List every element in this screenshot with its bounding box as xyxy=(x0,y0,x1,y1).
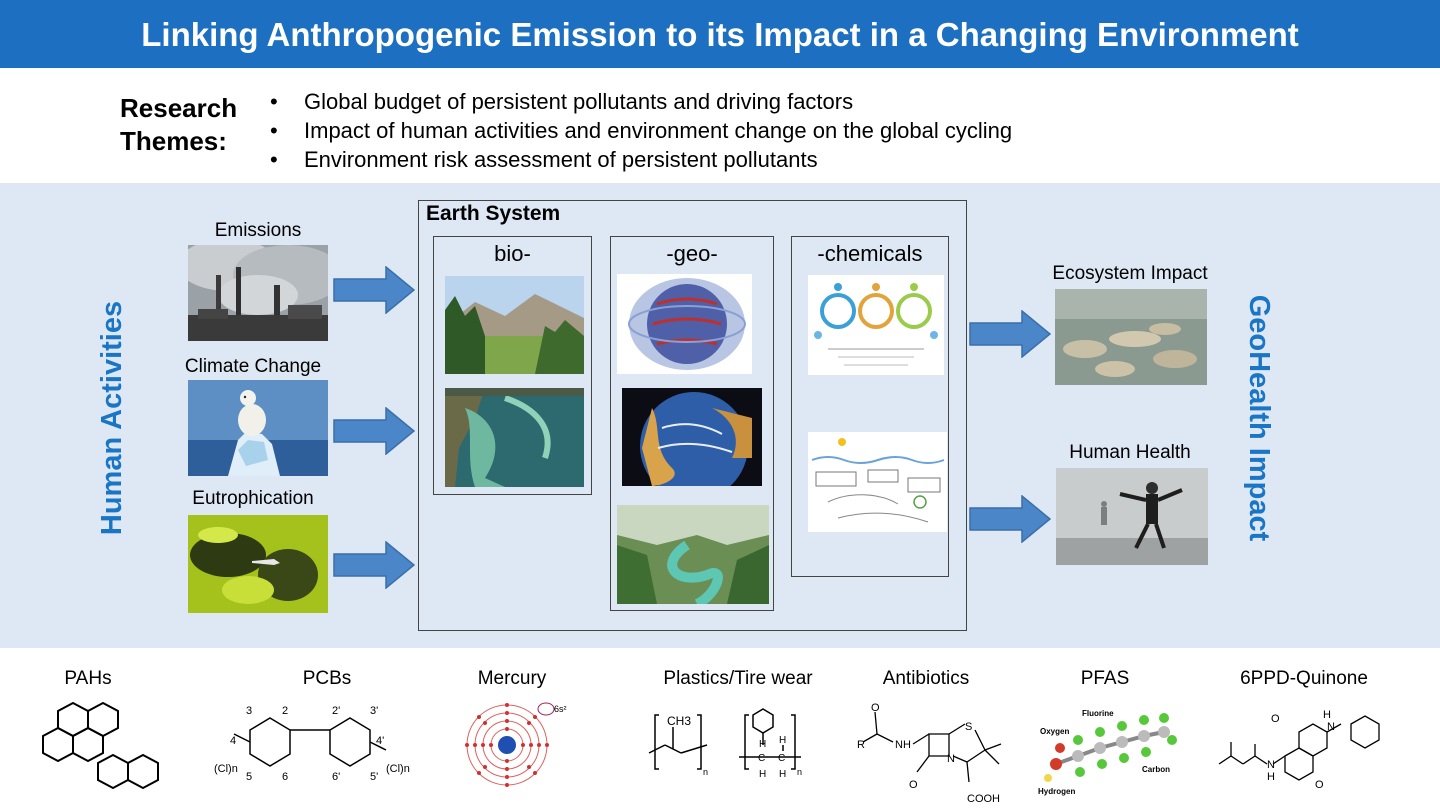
pfas-label: PFAS xyxy=(1080,668,1130,689)
arrow-right-icon xyxy=(969,495,1051,543)
svg-text:6: 6 xyxy=(282,771,288,783)
svg-text:H: H xyxy=(779,735,786,746)
pfas-molecule-model: Fluorine Oxygen Hydrogen Carbon xyxy=(1038,704,1178,800)
river-canyon-photo xyxy=(617,505,769,604)
svg-text:6': 6' xyxy=(332,771,340,783)
geohealth-impact-label: GeoHealth Impact xyxy=(1243,294,1275,542)
svg-text:H: H xyxy=(759,769,766,780)
svg-text:4: 4 xyxy=(230,735,236,747)
chemicals-column-box xyxy=(791,236,949,577)
svg-text:C: C xyxy=(778,753,785,764)
earth-system-box xyxy=(418,200,967,631)
bio-column-label: bio- xyxy=(494,241,531,266)
svg-text:COOH: COOH xyxy=(967,793,1000,805)
mercury-label: Mercury xyxy=(477,668,547,689)
svg-text:H: H xyxy=(779,769,786,780)
smog-person-photo xyxy=(1056,468,1208,565)
svg-text:Oxygen: Oxygen xyxy=(1040,727,1069,736)
human-health-label: Human Health xyxy=(1069,442,1191,463)
chemicals-column-label: -chemicals xyxy=(817,241,923,266)
svg-text:O: O xyxy=(1315,779,1324,790)
svg-text:H: H xyxy=(1267,771,1275,783)
svg-text:Carbon: Carbon xyxy=(1142,765,1170,774)
svg-text:n: n xyxy=(703,767,708,777)
emissions-label: Emissions xyxy=(214,220,302,241)
geo-column-box xyxy=(610,236,774,611)
earth-system-title: Earth System xyxy=(426,202,561,225)
svg-text:O: O xyxy=(909,779,918,791)
6ppd-quinone-label: 6PPD-Quinone xyxy=(1240,668,1368,689)
svg-text:(Cl)n: (Cl)n xyxy=(214,763,238,775)
arrow-right-icon xyxy=(969,310,1051,358)
svg-text:H: H xyxy=(759,739,766,750)
theme-item: Environment risk assessment of persisten… xyxy=(270,145,1012,174)
svg-text:H: H xyxy=(1323,709,1331,721)
antibiotics-label: Antibiotics xyxy=(882,668,970,689)
chemical-cycle-diagram xyxy=(808,275,944,375)
dead-fish-photo xyxy=(1055,289,1207,385)
svg-text:2': 2' xyxy=(332,705,340,717)
header-bar xyxy=(0,0,1440,68)
svg-text:NH: NH xyxy=(895,739,911,751)
pahs-structure xyxy=(28,695,173,795)
svg-text:(Cl)n: (Cl)n xyxy=(386,763,410,775)
research-themes-label: Research Themes: xyxy=(120,93,238,156)
svg-text:6s²: 6s² xyxy=(554,704,567,714)
climate-change-label: Climate Change xyxy=(184,356,322,377)
svg-text:O: O xyxy=(871,702,880,714)
coastal-algae-satellite-photo xyxy=(445,388,584,487)
plastics-tire-wear-label: Plastics/Tire wear xyxy=(663,668,813,689)
svg-text:3: 3 xyxy=(246,705,252,717)
svg-text:R: R xyxy=(857,739,865,751)
arrow-right-icon xyxy=(333,266,415,314)
plastics-structure: CH3 n n H H C C H H xyxy=(645,705,805,785)
pcbs-label: PCBs xyxy=(302,668,352,689)
arrow-right-icon xyxy=(333,407,415,455)
page-title: Linking Anthropogenic Emission to its Im… xyxy=(141,16,1299,53)
biogeochemical-process-diagram xyxy=(808,432,947,532)
svg-text:C: C xyxy=(758,753,765,764)
algal-bloom-photo xyxy=(188,515,328,613)
svg-text:N: N xyxy=(1327,721,1335,733)
svg-text:4': 4' xyxy=(376,735,384,747)
eutrophication-label: Eutrophication xyxy=(192,488,314,509)
pahs-label: PAHs xyxy=(64,668,112,689)
svg-text:Hydrogen: Hydrogen xyxy=(1038,787,1075,796)
theme-item: Impact of human activities and environme… xyxy=(270,116,1012,145)
mountain-forest-photo xyxy=(445,276,584,374)
svg-text:N: N xyxy=(947,753,955,765)
6ppd-quinone-structure: O H N N H O xyxy=(1215,700,1395,790)
svg-text:O: O xyxy=(1271,713,1280,725)
svg-text:CH3: CH3 xyxy=(667,714,691,728)
research-themes-list: Global budget of persistent pollutants a… xyxy=(270,87,1012,174)
svg-text:Fluorine: Fluorine xyxy=(1082,709,1114,718)
human-activities-label: Human Activities xyxy=(96,300,128,536)
svg-text:5': 5' xyxy=(370,771,378,783)
theme-item: Global budget of persistent pollutants a… xyxy=(270,87,1012,116)
svg-text:2: 2 xyxy=(282,705,288,717)
bio-column-box xyxy=(433,236,592,495)
svg-text:5: 5 xyxy=(246,771,252,783)
polar-bear-on-ice-photo xyxy=(188,380,328,476)
svg-text:N: N xyxy=(1267,759,1275,771)
svg-text:3': 3' xyxy=(370,705,378,717)
svg-text:n: n xyxy=(797,767,802,777)
ecosystem-impact-label: Ecosystem Impact xyxy=(1052,263,1208,284)
pcbs-structure: 3 2 2' 3' 4 4' (Cl)n (Cl)n 5 6 6' 5' xyxy=(210,700,425,790)
geo-column-label: -geo- xyxy=(666,241,718,266)
svg-text:S: S xyxy=(965,721,972,733)
atmospheric-circulation-globe xyxy=(617,274,752,374)
ocean-currents-globe xyxy=(622,388,762,486)
antibiotics-structure: O R NH S N O COOH xyxy=(855,700,1005,806)
mercury-atom-diagram: 6s² xyxy=(462,700,572,790)
smokestacks-photo xyxy=(188,245,328,341)
arrow-right-icon xyxy=(333,541,415,589)
